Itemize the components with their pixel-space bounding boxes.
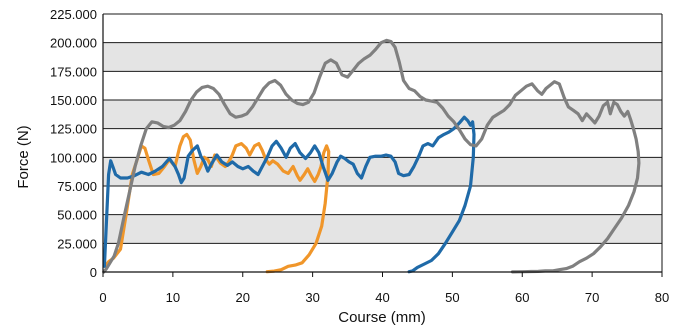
x-tick-labels: 0 10 20 30 40 50 60 70 80 (99, 290, 669, 305)
x-tick-label: 10 (166, 290, 180, 305)
y-tick-label: 75.000 (57, 179, 97, 194)
plot-band (103, 214, 662, 244)
x-tick-label: 80 (655, 290, 669, 305)
y-tick-label: 100.000 (50, 150, 97, 165)
y-tick-label: 125.000 (50, 122, 97, 137)
y-tick-label: 25.000 (57, 236, 97, 251)
y-tick-label: 225.000 (50, 7, 97, 22)
series-line (103, 132, 331, 274)
plot-band (103, 243, 662, 272)
x-tick-label: 60 (515, 290, 529, 305)
x-axis-title: Course (mm) (338, 309, 426, 326)
axes (102, 14, 663, 277)
series-group (102, 38, 641, 274)
x-tick-label: 30 (305, 290, 319, 305)
plot-band (103, 42, 662, 72)
plot-band (103, 71, 662, 100)
y-tick-label: 200.000 (50, 36, 97, 51)
y-tick-label: 150.000 (50, 93, 97, 108)
series-line (102, 38, 641, 274)
x-tick-label: 50 (445, 290, 459, 305)
plot-band (103, 128, 662, 158)
y-tick-labels: 0 25.000 50.000 75.000 100.000 125.000 150.000… (50, 7, 97, 280)
y-tick-label: 0 (90, 265, 97, 280)
plot-bands (103, 14, 662, 272)
x-tick-label: 0 (99, 290, 106, 305)
x-tick-label: 40 (375, 290, 389, 305)
y-tick-label: 175.000 (50, 64, 97, 79)
y-tick-label: 50.000 (57, 208, 97, 223)
plot-band (103, 186, 662, 215)
x-tick-label: 70 (585, 290, 599, 305)
series-line (102, 115, 476, 274)
x-tick-label: 20 (236, 290, 250, 305)
plot-band (103, 14, 662, 43)
y-axis-title: Force (N) (15, 125, 32, 188)
